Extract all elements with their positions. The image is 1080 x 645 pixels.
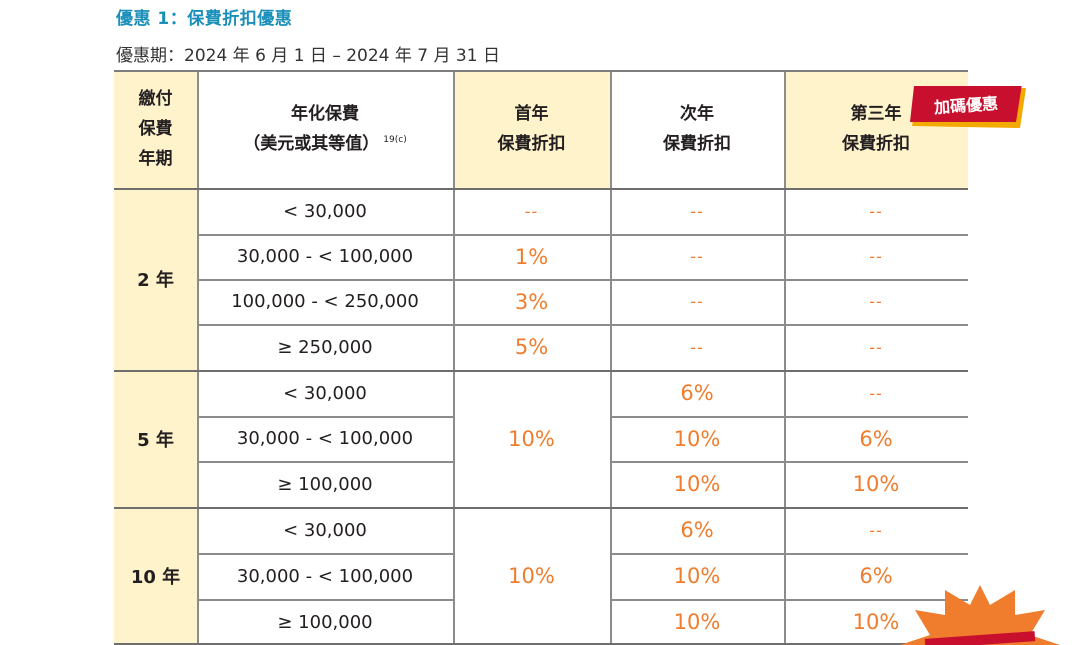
range-cell: < 30,000 <box>283 519 367 541</box>
range-cell: 30,000 - < 100,000 <box>236 428 414 449</box>
second-year-discount: 6% <box>680 381 714 405</box>
column-divider <box>610 72 612 645</box>
discount-table: 繳付 保費 年期 年化保費 （美元或其等值） 19(c) 首年 保費折扣 次年 保… <box>114 70 968 645</box>
row-divider <box>197 279 968 281</box>
second-year-discount: 10% <box>673 426 721 451</box>
range-cell: ≥ 250,000 <box>277 336 373 358</box>
third-year-discount: -- <box>869 520 883 540</box>
row-divider <box>197 461 453 463</box>
row-divider <box>197 599 453 601</box>
range-cell: 30,000 - < 100,000 <box>236 246 414 267</box>
third-year-discount: 6% <box>859 426 893 451</box>
second-year-discount: 10% <box>673 610 721 634</box>
first-year-discount: 10% <box>508 426 555 451</box>
second-year-discount: -- <box>690 201 704 221</box>
bonus-badge-graphic <box>910 86 1026 128</box>
term-10-years: 10 年 <box>114 507 197 645</box>
term-2-years: 2 年 <box>114 188 197 370</box>
row-divider <box>197 553 453 555</box>
column-divider <box>453 72 455 645</box>
footnote-ref: 19(c) <box>383 135 407 146</box>
row-divider <box>114 370 968 372</box>
range-cell: < 30,000 <box>283 200 367 222</box>
term-5-years: 5 年 <box>114 370 197 507</box>
row-divider <box>114 507 968 509</box>
third-year-discount: 6% <box>859 564 893 588</box>
first-year-discount: -- <box>524 201 539 221</box>
third-year-discount: 10% <box>852 472 900 496</box>
first-year-discount: 5% <box>514 335 549 359</box>
header-first-year: 首年 保費折扣 <box>453 72 610 188</box>
second-year-discount: -- <box>690 337 704 357</box>
second-year-discount: 10% <box>673 564 721 588</box>
range-cell: ≥ 100,000 <box>277 611 373 633</box>
header-term: 繳付 保費 年期 <box>114 72 197 188</box>
first-year-discount: 1% <box>514 244 549 269</box>
range-cell: < 30,000 <box>283 382 367 404</box>
row-divider <box>610 461 968 463</box>
second-year-discount: -- <box>690 292 704 311</box>
second-year-discount: -- <box>690 247 704 266</box>
header-second-year: 次年 保費折扣 <box>610 72 784 188</box>
first-year-discount: 3% <box>514 289 549 314</box>
second-year-discount: 6% <box>680 518 714 542</box>
row-divider <box>114 643 968 645</box>
row-divider <box>610 416 968 418</box>
range-cell: ≥ 100,000 <box>277 473 373 495</box>
third-year-discount: -- <box>869 247 883 266</box>
offer-period: 優惠期：2024 年 6 月 1 日 – 2024 年 7 月 31 日 <box>116 46 500 66</box>
third-year-discount: -- <box>869 292 883 311</box>
row-divider <box>114 188 968 190</box>
row-divider <box>197 234 968 236</box>
header-premium: 年化保費 （美元或其等值） 19(c) <box>197 72 453 188</box>
second-year-discount: 10% <box>673 472 721 496</box>
offer-title: 優惠 1：保費折扣優惠 <box>116 9 293 29</box>
starburst-icon <box>900 585 1060 645</box>
third-year-discount: -- <box>869 383 883 403</box>
row-divider <box>610 599 968 601</box>
row-divider <box>197 324 968 326</box>
range-cell: 100,000 - < 250,000 <box>231 291 419 312</box>
range-cell: 30,000 - < 100,000 <box>236 565 414 587</box>
third-year-discount: 10% <box>852 610 900 634</box>
row-divider <box>197 416 453 418</box>
column-divider <box>784 72 786 645</box>
row-divider <box>610 553 968 555</box>
first-year-discount: 10% <box>508 564 555 588</box>
column-divider <box>197 72 199 645</box>
third-year-discount: -- <box>869 201 883 221</box>
third-year-discount: -- <box>869 337 883 357</box>
